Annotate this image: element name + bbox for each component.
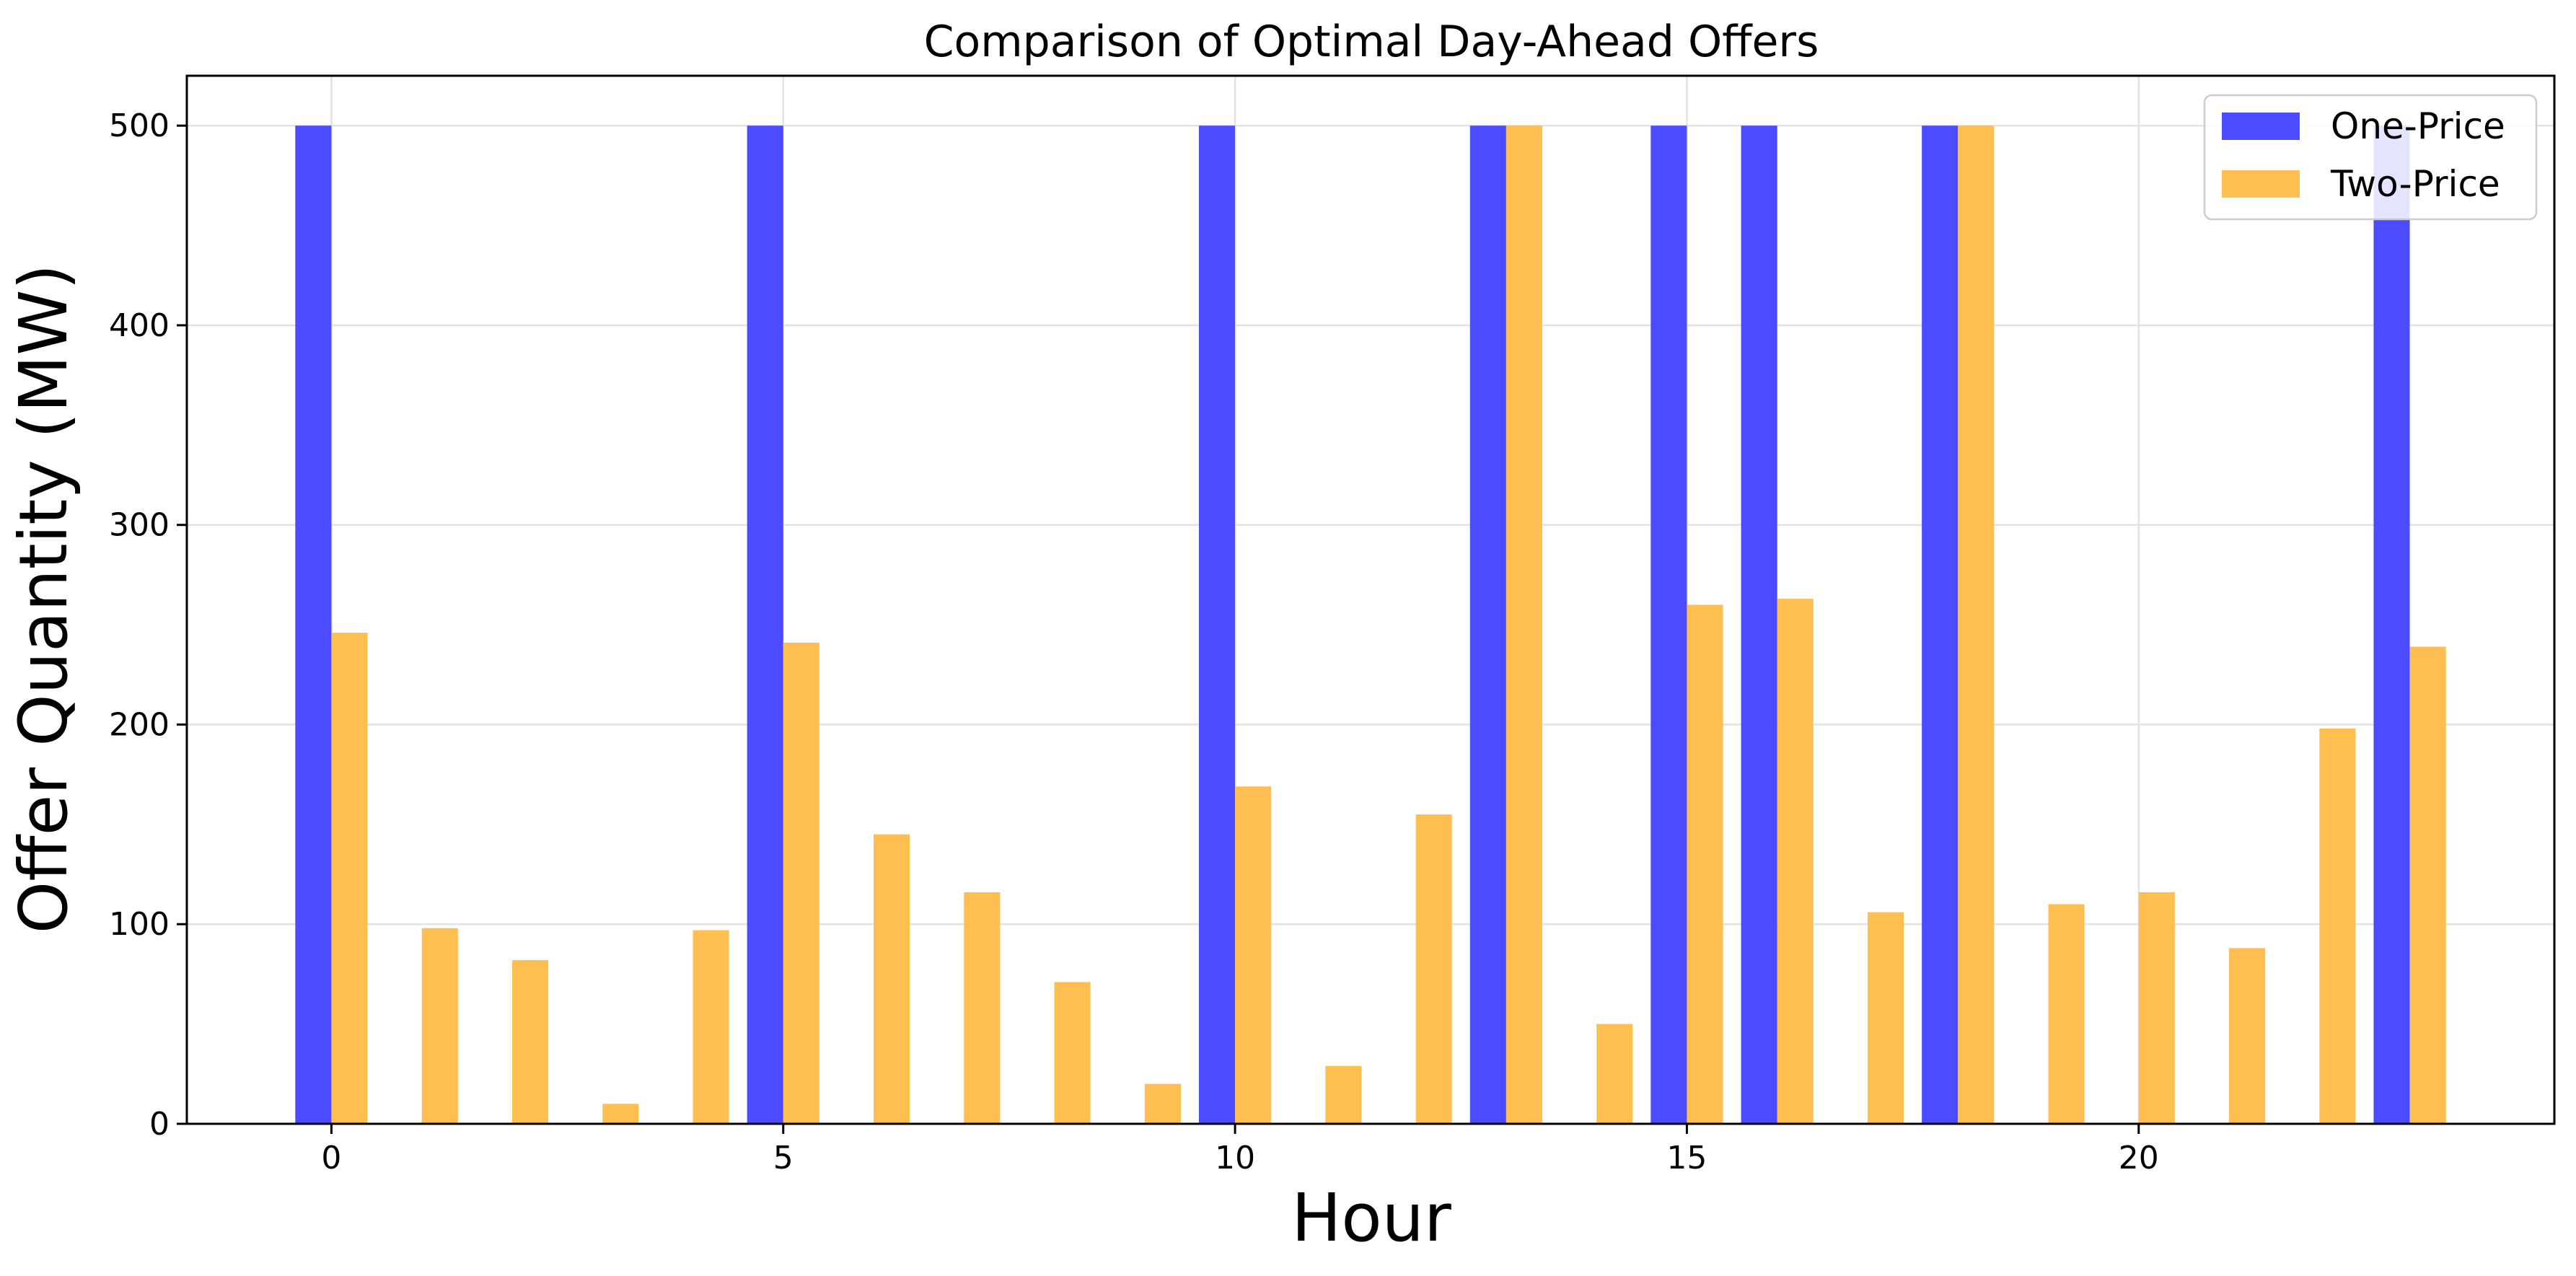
- bar-two-price-hour-19: [2048, 904, 2085, 1124]
- bar-two-price-hour-7: [964, 892, 1001, 1124]
- legend-swatch-two-price: [2222, 170, 2300, 198]
- grid: [187, 76, 2554, 1125]
- bar-one-price-hour-5: [747, 126, 783, 1125]
- bar-two-price-hour-22: [2319, 729, 2356, 1124]
- bar-two-price-hour-3: [602, 1104, 639, 1124]
- bar-two-price-hour-15: [1687, 604, 1723, 1124]
- bar-two-price-hour-14: [1596, 1024, 1633, 1124]
- legend-label-two-price: Two-Price: [2330, 163, 2500, 205]
- y-axis-label: Offer Quantity (MW): [5, 264, 82, 933]
- bar-one-price-hour-13: [1469, 126, 1506, 1125]
- plot-frame: [185, 74, 2556, 1125]
- bar-two-price-hour-12: [1415, 814, 1452, 1124]
- bar-two-price-hour-11: [1325, 1065, 1362, 1124]
- bar-one-price-hour-15: [1650, 126, 1687, 1125]
- bar-two-price-hour-16: [1777, 599, 1814, 1124]
- bar-two-price-hour-8: [1054, 982, 1091, 1124]
- bar-two-price-hour-5: [783, 643, 819, 1124]
- bar-two-price-hour-13: [1505, 126, 1543, 1125]
- y-tick-label: 0: [149, 1106, 170, 1143]
- legend: One-Price Two-Price: [2203, 94, 2538, 221]
- bar-two-price-hour-20: [2138, 892, 2175, 1124]
- bar-one-price-hour-0: [295, 126, 332, 1125]
- x-tick-label: 5: [773, 1140, 794, 1176]
- bar-two-price-hour-17: [1867, 912, 1904, 1124]
- y-tick-label: 500: [109, 107, 170, 144]
- bar-two-price-hour-18: [1958, 126, 1995, 1125]
- x-tick-label: 10: [1215, 1140, 1255, 1176]
- bar-one-price-hour-23: [2373, 126, 2410, 1125]
- x-tick-label: 0: [321, 1140, 341, 1176]
- x-tick-label: 20: [2119, 1140, 2159, 1176]
- x-axis-label: Hour: [1291, 1179, 1451, 1257]
- bar-two-price-hour-6: [874, 834, 910, 1124]
- bar-two-price-hour-1: [421, 928, 458, 1124]
- bar-two-price-hour-21: [2229, 948, 2266, 1124]
- y-tick-label: 100: [109, 906, 170, 943]
- y-tick-label: 300: [109, 507, 170, 544]
- x-tick-label: 15: [1666, 1140, 1707, 1176]
- legend-swatch-one-price: [2222, 113, 2300, 140]
- bar-two-price-hour-2: [511, 960, 549, 1124]
- bar-two-price-hour-4: [693, 930, 729, 1124]
- bar-one-price-hour-10: [1198, 126, 1236, 1125]
- bar-two-price-hour-0: [331, 633, 368, 1124]
- legend-label-one-price: One-Price: [2331, 105, 2505, 147]
- bar-two-price-hour-23: [2409, 646, 2446, 1124]
- bar-one-price-hour-16: [1741, 126, 1777, 1125]
- bar-one-price-hour-18: [1922, 126, 1959, 1125]
- bar-two-price-hour-9: [1144, 1083, 1181, 1124]
- y-tick-label: 400: [109, 307, 170, 344]
- bars: [295, 126, 2446, 1125]
- chart-title: Comparison of Optimal Day-Ahead Offers: [924, 17, 1819, 67]
- bar-two-price-hour-10: [1235, 786, 1272, 1124]
- y-tick-label: 200: [109, 706, 170, 743]
